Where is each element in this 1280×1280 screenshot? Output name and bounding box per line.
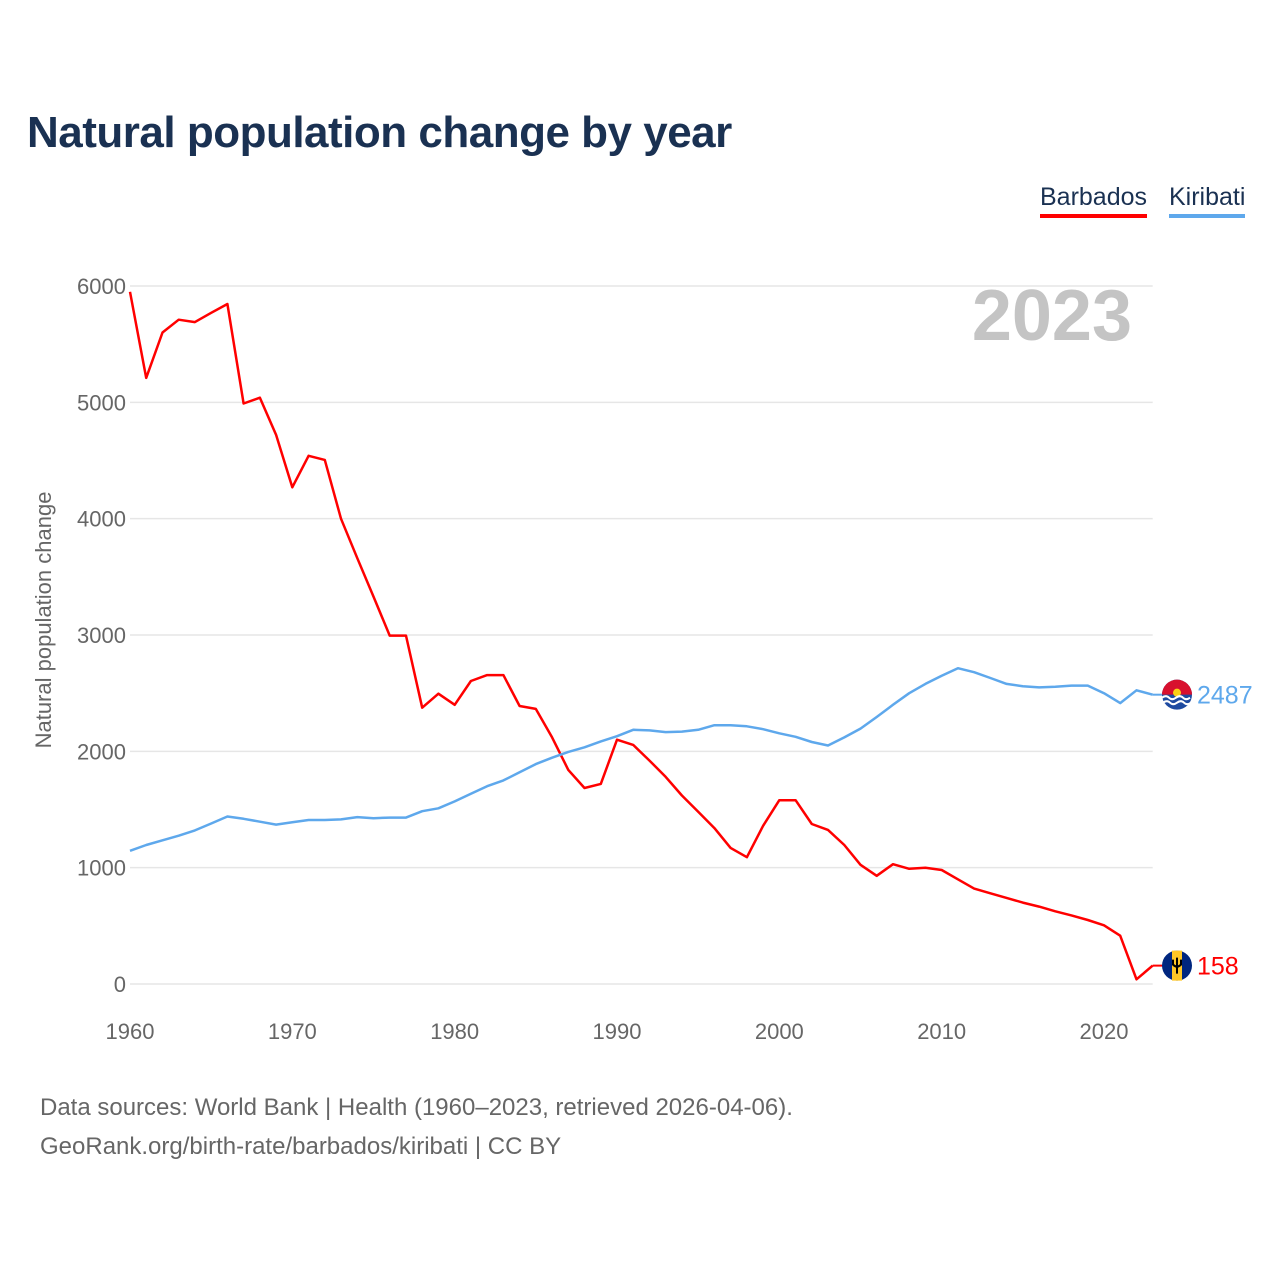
y-tick-label: 2000 [77,739,126,764]
y-tick-label: 4000 [77,507,126,532]
y-tick-label: 3000 [77,623,126,648]
x-tick-label: 1990 [593,1019,642,1044]
series-line-kiribati [129,666,1154,852]
year-watermark: 2023 [972,276,1132,356]
y-tick-label: 1000 [77,856,126,881]
y-tick-label: 5000 [77,390,126,415]
flag-trident [1172,957,1182,974]
x-tick-label: 2010 [917,1019,966,1044]
series-line-barbados [128,291,1154,981]
barbados-flag-icon [1162,950,1192,981]
x-tick-label: 1980 [430,1019,479,1044]
legend-kiribati[interactable]: Kiribati [1169,183,1246,218]
chart-title: Natural population change by year [27,108,732,157]
source-note: Data sources: World Bank | Health (1960–… [40,1088,793,1166]
source-line-2[interactable]: GeoRank.org/birth-rate/barbados/kiribati… [40,1133,562,1160]
end-value-label: 158 [1197,953,1239,981]
legend-barbados[interactable]: Barbados [1040,183,1148,218]
flag-waves [1161,695,1192,706]
x-tick-label: 2000 [755,1019,804,1044]
y-axis-label: Natural population change [31,492,56,749]
flag-sun [1173,688,1181,697]
x-tick-label: 1970 [268,1019,317,1044]
x-tick-label: 1960 [106,1019,155,1044]
flag-red-half [1162,679,1192,695]
x-tick-label: 2020 [1080,1019,1129,1044]
kiribati-flag-icon [1161,679,1192,710]
y-tick-label: 6000 [77,274,126,299]
end-value-label: 2487 [1197,682,1253,710]
source-line-1: Data sources: World Bank | Health (1960–… [40,1094,793,1121]
y-tick-label: 0 [114,972,126,997]
